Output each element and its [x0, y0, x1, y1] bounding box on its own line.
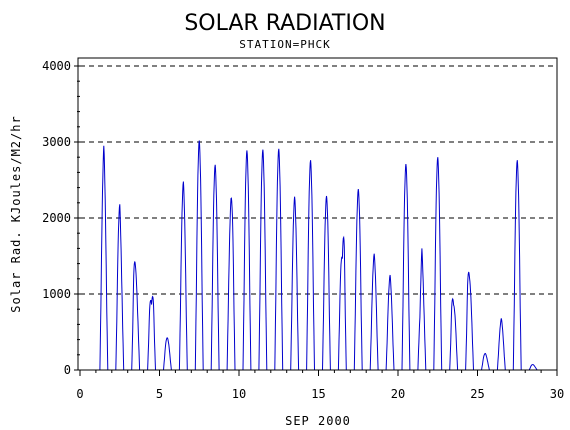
- x-tick-label-30: 30: [550, 387, 564, 401]
- y-tick-label-1000: 1000: [42, 287, 71, 301]
- x-tick-label-25: 25: [470, 387, 484, 401]
- x-tick-label-5: 5: [156, 387, 163, 401]
- x-axis-label: SEP 2000: [285, 414, 351, 428]
- series-lines: [95, 140, 542, 371]
- series-line-0: [95, 140, 542, 371]
- gridlines: [80, 65, 557, 295]
- x-axis: 0 5 10 15 20 25 30: [76, 370, 564, 401]
- x-tick-label-10: 10: [232, 387, 246, 401]
- plot-frame: [77, 57, 558, 371]
- x-tick-label-0: 0: [76, 387, 83, 401]
- y-tick-label-2000: 2000: [42, 211, 71, 225]
- y-tick-label-4000: 4000: [42, 59, 71, 73]
- chart-subtitle: STATION=PHCK: [239, 38, 330, 51]
- y-tick-label-0: 0: [64, 363, 71, 377]
- y-axis: 0 1000 2000 3000 4000: [42, 59, 80, 377]
- chart-title: SOLAR RADIATION: [184, 11, 385, 36]
- y-axis-label: Solar Rad. KJoules/M2/hr: [9, 115, 23, 312]
- x-tick-label-15: 15: [311, 387, 325, 401]
- y-tick-label-3000: 3000: [42, 135, 71, 149]
- x-tick-label-20: 20: [391, 387, 405, 401]
